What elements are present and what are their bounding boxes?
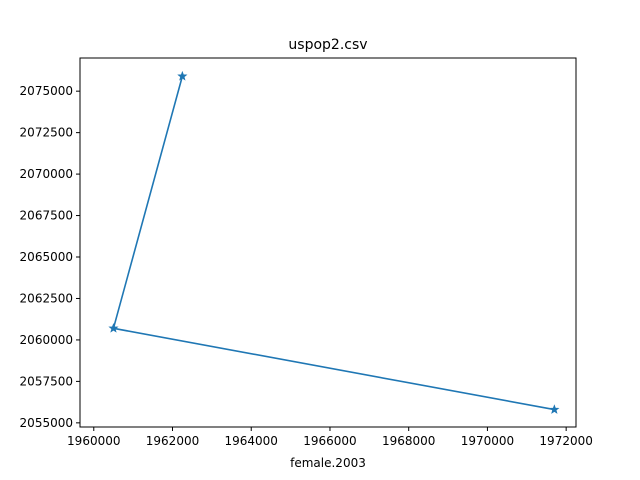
y-axis-ticks: 2055000 2057500 2060000 2062500 2065000 20675…: [20, 84, 80, 430]
x-tick-label: 1968000: [382, 434, 435, 448]
y-tick-label: 2072500: [20, 126, 73, 140]
y-tick-label: 2075000: [20, 84, 73, 98]
x-tick-label: 1960000: [67, 434, 120, 448]
y-tick-label: 2070000: [20, 167, 73, 181]
y-tick-label: 2065000: [20, 250, 73, 264]
chart-title: uspop2.csv: [288, 37, 367, 53]
plot-series: [108, 70, 560, 414]
y-tick-label: 2055000: [20, 416, 73, 430]
x-tick-label: 1972000: [539, 434, 592, 448]
x-axis-ticks: 1960000 1962000 1964000 1966000 1968000 19700…: [67, 427, 593, 448]
plot-frame: [79, 57, 577, 428]
star-marker: [177, 70, 188, 81]
x-tick-label: 1966000: [303, 434, 356, 448]
x-tick-label: 1962000: [146, 434, 199, 448]
y-tick-label: 2062500: [20, 291, 73, 305]
y-tick-label: 2060000: [20, 333, 73, 347]
x-tick-label: 1970000: [461, 434, 514, 448]
star-marker: [549, 404, 560, 414]
y-tick-label: 2057500: [20, 374, 73, 388]
x-axis-label: female.2003: [290, 456, 366, 470]
x-tick-label: 1964000: [225, 434, 278, 448]
y-tick-label: 2067500: [20, 209, 73, 223]
star-marker: [108, 322, 119, 333]
